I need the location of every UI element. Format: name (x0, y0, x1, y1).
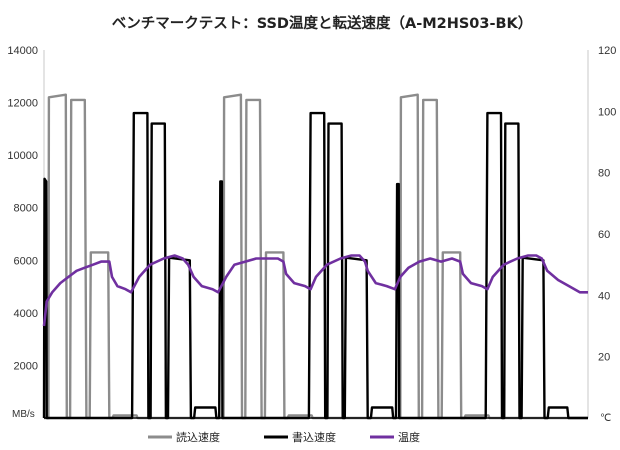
right-tick-label: 80 (598, 168, 610, 180)
left-tick-label: 2000 (14, 360, 38, 372)
series-layer (42, 93, 588, 420)
left-tick-label: 12000 (7, 98, 38, 110)
series-line-3 (42, 254, 588, 327)
right-axis-unit: ℃ (600, 413, 611, 424)
chart-title: ベンチマークテスト：SSD温度と転送速度（A-M2HS03-BK） (112, 14, 533, 32)
legend-label-2: 書込速度 (292, 430, 336, 444)
left-tick-label: 8000 (14, 203, 38, 215)
right-tick-label: 40 (598, 290, 610, 302)
series-line-2 (42, 111, 588, 420)
left-tick-label: 6000 (14, 255, 38, 267)
legend-label-1: 読込速度 (176, 430, 220, 444)
right-tick-label: 60 (598, 229, 610, 241)
left-axis-unit: MB/s (12, 409, 35, 420)
right-tick-label: 120 (598, 45, 616, 57)
right-tick-label: 20 (598, 352, 610, 364)
right-axis-ticks: 20 40 60 80 100 120 (598, 45, 616, 364)
legend: 読込速度 書込速度 温度 (148, 430, 420, 444)
left-tick-label: 10000 (7, 150, 38, 162)
left-tick-label: 4000 (14, 308, 38, 320)
right-tick-label: 100 (598, 106, 616, 118)
left-axis-ticks: 2000 4000 6000 8000 10000 12000 14000 (7, 45, 38, 372)
legend-label-3: 温度 (398, 430, 420, 444)
left-tick-label: 14000 (7, 45, 38, 57)
